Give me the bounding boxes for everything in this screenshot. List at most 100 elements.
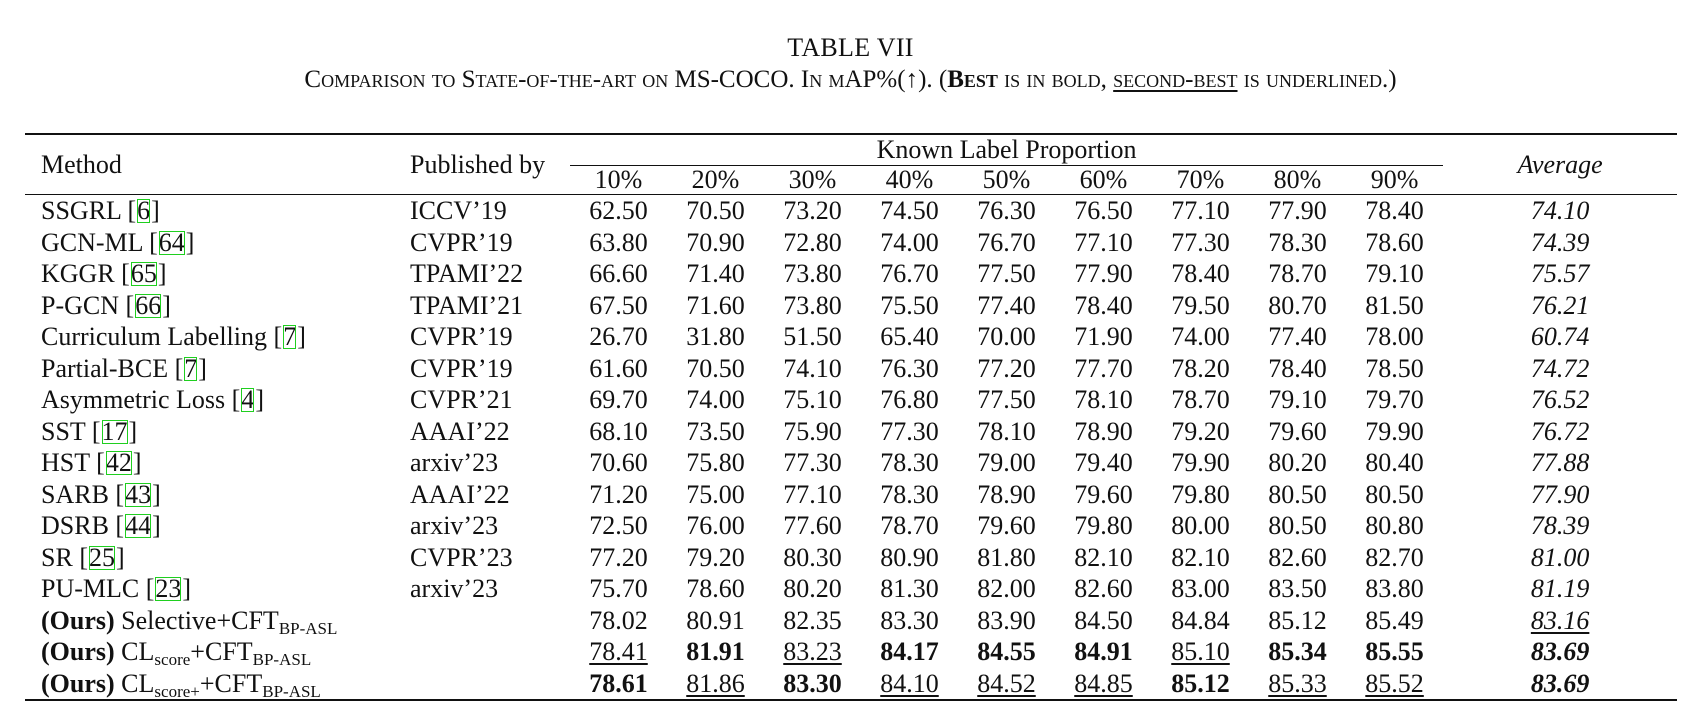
value-cell: 79.60 (1074, 479, 1133, 509)
value-cell: 78.70 (880, 511, 939, 540)
average-cell: 76.72 (1530, 416, 1590, 446)
value-cell: 85.12 (1249, 605, 1346, 637)
value-text: 85.12 (1268, 605, 1327, 635)
value-cell: 83.90 (958, 605, 1055, 637)
table-row: PU-MLC [23] arxiv’23 75.70 78.60 80.20 81.30 8… (25, 573, 1677, 605)
method-name: P-GCN (41, 290, 120, 320)
value-text: 85.10 (1171, 637, 1230, 666)
header-method: Method (41, 149, 122, 179)
value-text: 84.50 (1074, 605, 1133, 635)
citation-link[interactable]: 25 (88, 542, 115, 572)
table-row: SSGRL [6] ICCV’19 62.50 70.50 73.20 74.50 76.3… (25, 195, 1677, 227)
method-name: SSGRL (41, 196, 121, 225)
value-cell: 76.50 (1074, 196, 1133, 225)
ours-prefix: (Ours) (41, 637, 115, 666)
table-row: SST [17] AAAI’22 68.10 73.50 75.90 77.30 78.10… (25, 416, 1677, 448)
value-cell: 66.60 (589, 259, 648, 288)
header-proportion: 10% (594, 165, 643, 194)
value-cell: 79.20 (1171, 416, 1230, 446)
published-by-cell: TPAMI’21 (410, 290, 524, 320)
value-cell: 84.85 (1055, 668, 1152, 701)
citation-link[interactable]: 42 (105, 448, 132, 477)
value-cell: 84.10 (861, 668, 958, 701)
citation-link[interactable]: 7 (184, 353, 198, 383)
value-cell: 68.10 (589, 416, 648, 446)
value-cell: 31.80 (686, 322, 745, 351)
value-cell: 85.33 (1249, 668, 1346, 701)
table-row: Asymmetric Loss [4] CVPR’21 69.70 74.00 75.1… (25, 384, 1677, 416)
average-cell: 74.10 (1530, 196, 1590, 225)
method-subscript: BP-ASL (278, 618, 338, 638)
citation-link[interactable]: 4 (241, 385, 255, 414)
value-cell: 78.00 (1365, 322, 1424, 351)
method-cell: KGGR [65] (41, 259, 167, 288)
citation-link[interactable]: 44 (125, 511, 152, 540)
value-cell: 77.20 (589, 542, 648, 572)
table-row: KGGR [65] TPAMI’22 66.60 71.40 73.80 76.70 77.… (25, 258, 1677, 290)
value-cell: 80.40 (1365, 448, 1424, 477)
value-cell: 75.00 (686, 479, 745, 509)
value-cell: 82.60 (1268, 542, 1327, 572)
citation-link[interactable]: 6 (137, 196, 151, 225)
value-cell: 85.55 (1346, 636, 1443, 668)
method-cell: Partial-BCE [7] (41, 353, 207, 383)
value-text: 78.61 (589, 668, 648, 698)
value-cell: 83.50 (1268, 574, 1327, 603)
value-cell: 84.50 (1055, 605, 1152, 637)
value-cell: 80.20 (1268, 448, 1327, 477)
method-cell: (Ours) CLscore+CFTBP-ASL (25, 636, 410, 668)
value-cell: 75.10 (783, 385, 842, 414)
method-subscript: score+ (154, 681, 200, 701)
table-row: GCN-ML [64] CVPR’19 63.80 70.90 72.80 74.00 76… (25, 227, 1677, 259)
value-cell: 77.50 (977, 385, 1036, 414)
value-cell: 51.50 (783, 322, 842, 351)
table-row: DSRB [44] arxiv’23 72.50 76.00 77.60 78.70 79.… (25, 510, 1677, 542)
value-cell: 70.90 (686, 227, 745, 257)
value-cell: 78.02 (570, 605, 667, 637)
value-cell: 73.20 (783, 196, 842, 225)
citation-link[interactable]: 43 (125, 479, 152, 509)
value-cell: 81.30 (880, 574, 939, 603)
citation-link[interactable]: 23 (155, 574, 182, 603)
method-name: Partial-BCE (41, 353, 169, 383)
value-cell: 84.52 (958, 668, 1055, 701)
value-cell: 79.60 (1268, 416, 1327, 446)
caption-second-best: second-best (1113, 66, 1238, 93)
citation-link[interactable]: 64 (158, 227, 185, 257)
average-text: 83.69 (1530, 668, 1590, 698)
value-cell: 75.70 (589, 574, 648, 603)
value-cell: 71.90 (1074, 322, 1133, 351)
value-text: 80.91 (686, 605, 745, 635)
method-cell: HST [42] (41, 448, 142, 477)
method-name: CL (121, 668, 155, 698)
value-text: 82.35 (783, 605, 842, 635)
method-name: SARB (41, 479, 109, 509)
value-cell: 77.40 (1268, 322, 1327, 351)
published-by-cell: CVPR’23 (410, 542, 513, 572)
results-table: Method Published by Known Label Proporti… (25, 133, 1678, 701)
citation-link[interactable]: 66 (135, 290, 162, 320)
value-cell: 80.50 (1268, 479, 1327, 509)
value-cell: 80.50 (1268, 511, 1327, 540)
value-cell: 77.90 (1074, 259, 1133, 288)
value-cell: 84.17 (861, 636, 958, 668)
value-cell: 78.90 (977, 479, 1036, 509)
value-cell: 83.80 (1365, 574, 1424, 603)
citation-link[interactable]: 7 (283, 322, 297, 351)
citation-link[interactable]: 17 (101, 416, 128, 446)
value-cell: 78.41 (570, 636, 667, 668)
value-cell: 78.30 (1268, 227, 1327, 257)
value-cell: 74.00 (686, 385, 745, 414)
method-name: SST (41, 416, 86, 446)
value-cell: 80.00 (1171, 511, 1230, 540)
citation-link[interactable]: 65 (130, 259, 157, 288)
average-text: 83.16 (1530, 605, 1590, 635)
value-cell: 83.00 (1171, 574, 1230, 603)
table-row: Curriculum Labelling [7] CVPR’19 26.70 31.8… (25, 321, 1677, 353)
value-text: 85.34 (1268, 637, 1327, 666)
caption-text-3: is underlined.) (1237, 66, 1397, 93)
value-cell: 85.52 (1346, 668, 1443, 701)
value-cell: 77.40 (977, 290, 1036, 320)
method-cell: PU-MLC [23] (41, 574, 192, 603)
caption-text-2: is in bold, (997, 66, 1114, 93)
